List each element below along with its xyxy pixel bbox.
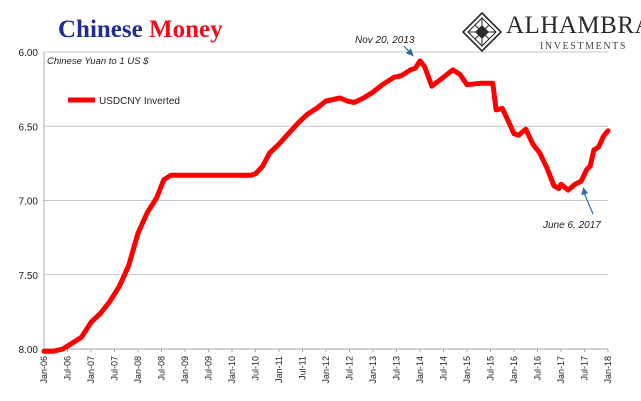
x-tick-label: Jul-15 bbox=[486, 356, 496, 381]
y-tick-label: 7.50 bbox=[19, 271, 39, 282]
annotation-arrow bbox=[583, 193, 594, 215]
x-tick-labels: Jan-06 Jul-06 Jan-07 Jul-07 Jan-08 Jul-08 Jan-… bbox=[39, 349, 613, 384]
x-tick-label: Jul-12 bbox=[345, 356, 355, 381]
legend-label: USDCNY Inverted bbox=[99, 96, 180, 107]
x-tick-label: Jul-09 bbox=[204, 356, 214, 381]
x-tick-label: Jan-11 bbox=[274, 356, 284, 383]
x-tick-label: Jan-06 bbox=[39, 356, 49, 384]
x-tick-label: Jul-10 bbox=[251, 356, 261, 381]
x-tick-label: Jul-08 bbox=[157, 356, 167, 381]
x-tick-label: Jul-16 bbox=[533, 356, 543, 381]
logo-subtitle: INVESTMENTS bbox=[540, 41, 628, 52]
x-tick-label: Jan-08 bbox=[133, 356, 143, 384]
annotation-label: June 6, 2017 bbox=[542, 220, 601, 231]
x-tick-label: Jan-14 bbox=[415, 356, 425, 384]
annotation-arrowhead bbox=[405, 48, 414, 57]
x-tick-label: Jan-13 bbox=[368, 356, 378, 384]
x-tick-label: Jan-07 bbox=[86, 356, 96, 384]
y-tick-labels: 6.00 6.50 7.00 7.50 8.00 bbox=[19, 48, 39, 356]
x-tick-label: Jan-09 bbox=[180, 356, 190, 384]
diamond-lattice-icon bbox=[462, 12, 502, 52]
x-tick-label: Jul-13 bbox=[392, 356, 402, 381]
x-tick-label: Jan-17 bbox=[556, 356, 566, 384]
x-tick-label: Jan-10 bbox=[227, 356, 237, 384]
annotations: Nov 20, 2013 June 6, 2017 bbox=[355, 35, 601, 231]
y-tick-label: 8.00 bbox=[19, 345, 39, 356]
logo-name: ALHAMBRA bbox=[506, 12, 641, 39]
x-tick-label: Jul-17 bbox=[580, 356, 590, 381]
x-tick-label: Jan-16 bbox=[509, 356, 519, 384]
alhambra-logo: ALHAMBRA INVESTMENTS bbox=[460, 10, 641, 56]
x-tick-label: Jul-11 bbox=[298, 356, 308, 380]
y-tick-label: 6.50 bbox=[19, 122, 39, 133]
y-tick-label: 6.00 bbox=[19, 48, 39, 59]
title-part-chinese: Chinese bbox=[58, 16, 143, 43]
x-tick-label: Jul-07 bbox=[110, 356, 120, 381]
x-tick-label: Jan-12 bbox=[321, 356, 331, 384]
chart-subtitle: Chinese Yuan to 1 US $ bbox=[47, 56, 149, 67]
title-part-money: Money bbox=[148, 16, 223, 43]
x-tick-label: Jan-15 bbox=[462, 356, 472, 384]
x-tick-label: Jan-18 bbox=[603, 356, 613, 384]
x-tick-label: Jul-06 bbox=[63, 356, 73, 381]
annotation-label: Nov 20, 2013 bbox=[355, 35, 415, 46]
x-tick-label: Jul-14 bbox=[439, 356, 449, 381]
annotation-arrowhead bbox=[581, 187, 589, 196]
series-line-usdcny bbox=[41, 58, 611, 354]
chart-title: Chinese Money bbox=[58, 16, 223, 44]
y-tick-label: 7.00 bbox=[19, 197, 39, 208]
